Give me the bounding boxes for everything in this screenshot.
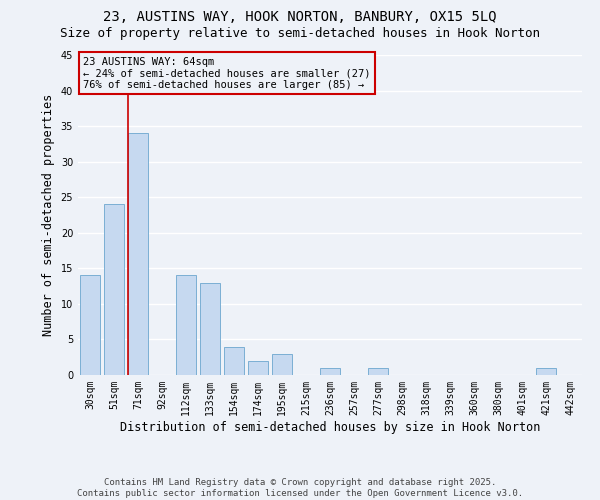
Y-axis label: Number of semi-detached properties: Number of semi-detached properties: [42, 94, 55, 336]
Bar: [128, 133, 148, 375]
Bar: [80, 276, 100, 375]
Text: Size of property relative to semi-detached houses in Hook Norton: Size of property relative to semi-detach…: [60, 28, 540, 40]
Bar: [200, 282, 220, 375]
Text: 23 AUSTINS WAY: 64sqm
← 24% of semi-detached houses are smaller (27)
76% of semi: 23 AUSTINS WAY: 64sqm ← 24% of semi-deta…: [83, 56, 371, 90]
Bar: [248, 361, 268, 375]
Bar: [176, 276, 196, 375]
Bar: [104, 204, 124, 375]
Text: Contains HM Land Registry data © Crown copyright and database right 2025.
Contai: Contains HM Land Registry data © Crown c…: [77, 478, 523, 498]
X-axis label: Distribution of semi-detached houses by size in Hook Norton: Distribution of semi-detached houses by …: [120, 420, 540, 434]
Bar: [272, 354, 292, 375]
Bar: [368, 368, 388, 375]
Bar: [320, 368, 340, 375]
Bar: [536, 368, 556, 375]
Bar: [224, 346, 244, 375]
Text: 23, AUSTINS WAY, HOOK NORTON, BANBURY, OX15 5LQ: 23, AUSTINS WAY, HOOK NORTON, BANBURY, O…: [103, 10, 497, 24]
